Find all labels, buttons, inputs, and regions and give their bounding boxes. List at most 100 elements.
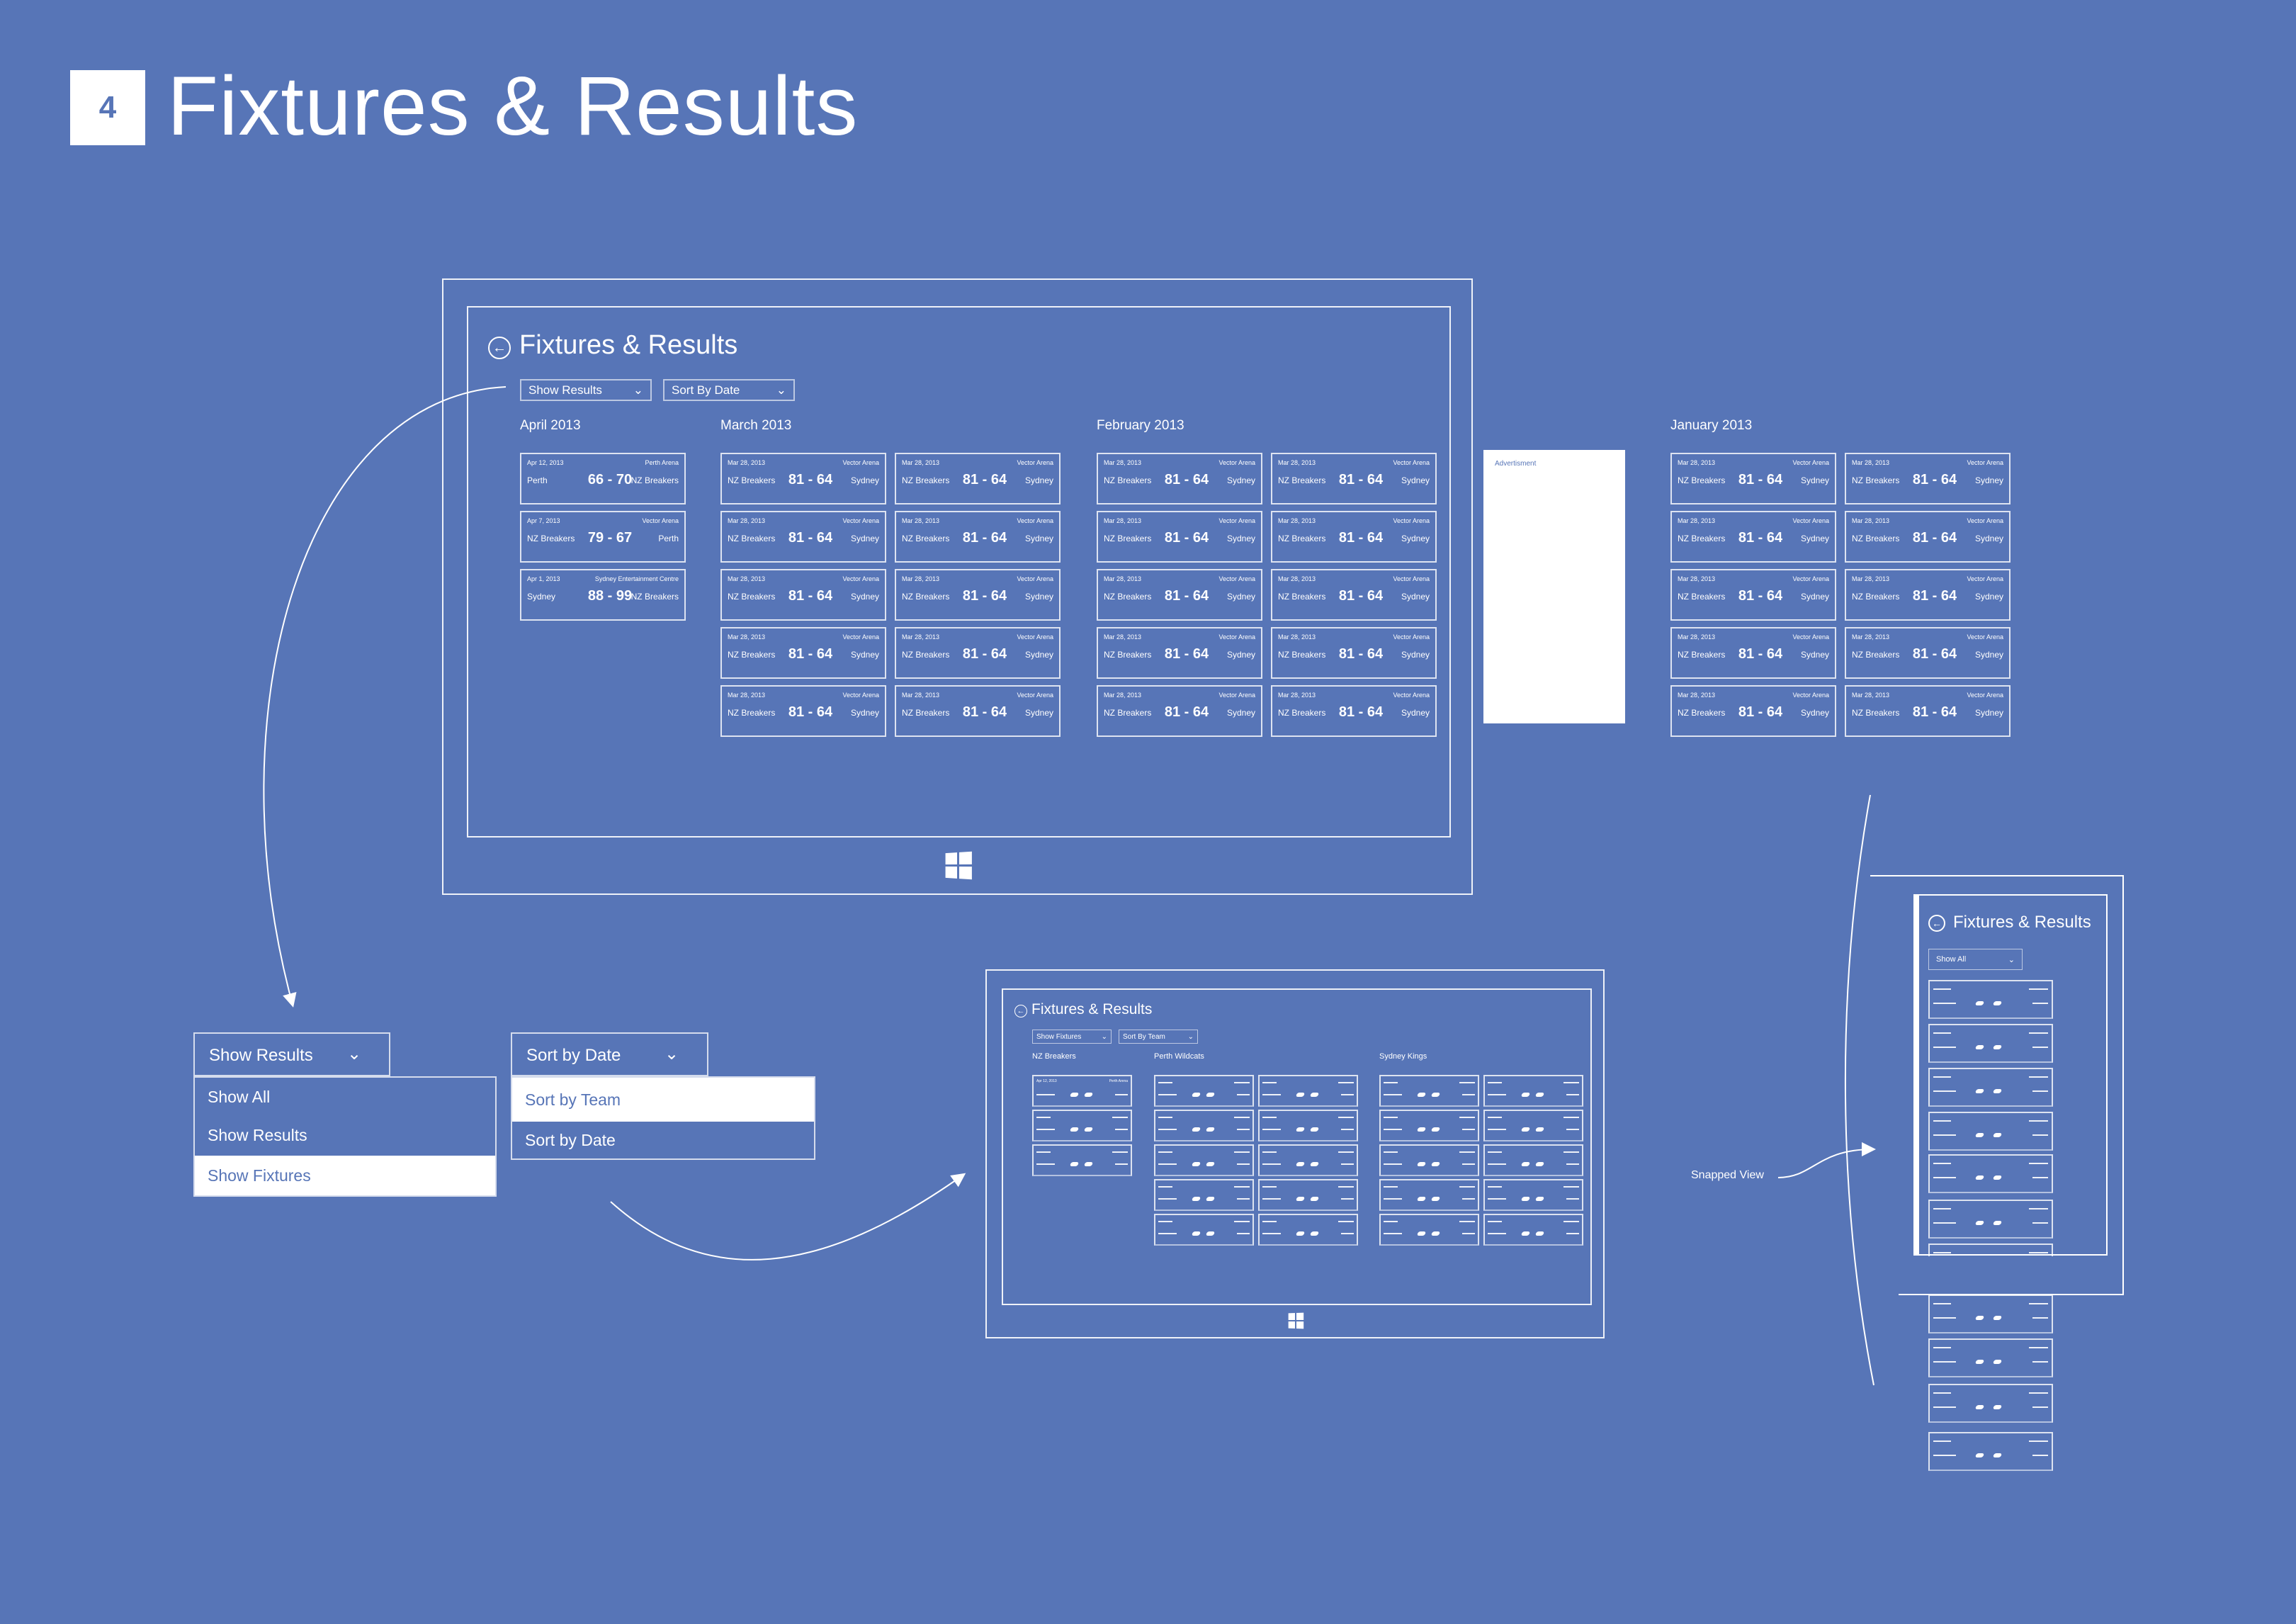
card-away-team: Sydney bbox=[1024, 708, 1053, 718]
fixture-card-mini[interactable] bbox=[1928, 1200, 2053, 1239]
fixture-card-mini[interactable] bbox=[1928, 1295, 2053, 1333]
fixture-card-mini[interactable] bbox=[1379, 1144, 1479, 1176]
back-arrow-circle-icon[interactable]: ← bbox=[488, 337, 511, 359]
card-date: Mar 28, 2013 bbox=[1104, 633, 1142, 641]
menu-item-sort-by-date[interactable]: Sort by Date bbox=[525, 1130, 616, 1149]
sort-dropdown[interactable]: Sort By Date ⌄ bbox=[663, 379, 795, 401]
fixture-card[interactable]: Mar 28, 2013 Vector Arena NZ Breakers 81 - … bbox=[895, 569, 1061, 621]
fixture-card-mini[interactable] bbox=[1483, 1075, 1583, 1107]
fixture-card-mini[interactable] bbox=[1258, 1144, 1358, 1176]
fixture-card[interactable]: Mar 28, 2013 Vector Arena NZ Breakers 81 - … bbox=[1670, 685, 1836, 737]
fixture-card-mini[interactable] bbox=[1154, 1214, 1254, 1246]
fixture-card-mini[interactable] bbox=[1154, 1144, 1254, 1176]
fixture-card-mini[interactable] bbox=[1483, 1179, 1583, 1211]
fixture-card[interactable]: Mar 28, 2013 Vector Arena NZ Breakers 81 - … bbox=[1670, 569, 1836, 621]
sort-dropdown-open[interactable]: Sort by Date ⌄ bbox=[511, 1032, 708, 1076]
filter-dropdown[interactable]: Show Fixtures ⌄ bbox=[1032, 1030, 1112, 1044]
fixture-card[interactable]: Mar 28, 2013 Vector Arena NZ Breakers 81 - … bbox=[720, 685, 886, 737]
fixture-card[interactable]: Mar 28, 2013 Vector Arena NZ Breakers 81 - … bbox=[1271, 627, 1437, 679]
placeholder-venue bbox=[1234, 1151, 1250, 1153]
menu-item-sort-by-team[interactable]: Sort by Team bbox=[512, 1078, 814, 1122]
filter-dropdown[interactable]: Show All ⌄ bbox=[1928, 949, 2023, 970]
fixture-card[interactable]: Apr 1, 2013 Sydney Entertainment Centre Sy… bbox=[520, 569, 686, 621]
fixture-card[interactable]: Mar 28, 2013 Vector Arena NZ Breakers 81 - … bbox=[1271, 685, 1437, 737]
fixture-card-mini[interactable] bbox=[1258, 1075, 1358, 1107]
fixture-card-mini[interactable]: Apr 12, 2013 Perth Arena bbox=[1032, 1075, 1132, 1107]
fixture-card[interactable]: Mar 28, 2013 Vector Arena NZ Breakers 81 - … bbox=[720, 453, 886, 504]
fixture-card-mini[interactable] bbox=[1258, 1179, 1358, 1211]
fixture-card[interactable]: Mar 28, 2013 Vector Arena NZ Breakers 81 - … bbox=[1845, 685, 2011, 737]
fixture-card[interactable]: Apr 12, 2013 Perth Arena Perth 66 - 70 NZ Br… bbox=[520, 453, 686, 504]
card-home-team: NZ Breakers bbox=[1104, 708, 1152, 718]
menu-item-show-fixtures[interactable]: Show Fixtures bbox=[195, 1156, 495, 1195]
fixture-card[interactable]: Mar 28, 2013 Vector Arena NZ Breakers 81 - … bbox=[1670, 627, 1836, 679]
card-date: Apr 7, 2013 bbox=[527, 517, 560, 524]
card-home-team: NZ Breakers bbox=[1678, 708, 1726, 718]
placeholder-score bbox=[1296, 1161, 1306, 1166]
fixture-card[interactable]: Mar 28, 2013 Vector Arena NZ Breakers 81 - … bbox=[1271, 453, 1437, 504]
fixture-card-mini[interactable] bbox=[1928, 1024, 2053, 1063]
fixture-card[interactable]: Mar 28, 2013 Vector Arena NZ Breakers 81 - … bbox=[720, 511, 886, 563]
fixture-card[interactable]: Mar 28, 2013 Vector Arena NZ Breakers 81 - … bbox=[1271, 511, 1437, 563]
placeholder-score bbox=[1205, 1161, 1215, 1166]
placeholder-score bbox=[1430, 1161, 1440, 1166]
card-away-team: Sydney bbox=[1226, 475, 1255, 485]
fixture-card-mini[interactable] bbox=[1928, 1068, 2053, 1107]
fixture-card-mini[interactable] bbox=[1928, 1384, 2053, 1423]
fixture-card[interactable]: Mar 28, 2013 Vector Arena NZ Breakers 81 - … bbox=[1845, 569, 2011, 621]
fixture-card[interactable]: Mar 28, 2013 Vector Arena NZ Breakers 81 - … bbox=[1097, 627, 1262, 679]
fixture-card-mini[interactable] bbox=[1379, 1179, 1479, 1211]
fixture-card-mini[interactable] bbox=[1032, 1110, 1132, 1141]
card-date: Apr 12, 2013 bbox=[527, 459, 564, 466]
menu-item-show-results[interactable]: Show Results bbox=[208, 1125, 307, 1144]
fixture-card[interactable]: Mar 28, 2013 Vector Arena NZ Breakers 81 - … bbox=[1845, 627, 2011, 679]
fixture-card[interactable]: Mar 28, 2013 Vector Arena NZ Breakers 81 - … bbox=[1845, 453, 2011, 504]
windows-logo-icon[interactable] bbox=[1288, 1312, 1304, 1329]
fixture-card-mini[interactable] bbox=[1928, 1432, 2053, 1471]
fixture-card-mini[interactable] bbox=[1032, 1144, 1132, 1176]
fixture-card-mini[interactable] bbox=[1928, 980, 2053, 1019]
advertisement-panel[interactable]: Advertisment bbox=[1483, 450, 1625, 723]
fixture-card-mini[interactable] bbox=[1154, 1075, 1254, 1107]
fixture-card-mini[interactable] bbox=[1379, 1075, 1479, 1107]
fixture-card[interactable]: Mar 28, 2013 Vector Arena NZ Breakers 81 - … bbox=[895, 627, 1061, 679]
fixture-card[interactable]: Apr 7, 2013 Vector Arena NZ Breakers 79 - 6… bbox=[520, 511, 686, 563]
fixture-card-mini[interactable] bbox=[1258, 1214, 1358, 1246]
fixture-card-mini[interactable] bbox=[1154, 1110, 1254, 1141]
fixture-card[interactable]: Mar 28, 2013 Vector Arena NZ Breakers 81 - … bbox=[1845, 511, 2011, 563]
placeholder-score bbox=[1521, 1127, 1531, 1132]
fixture-card-mini[interactable] bbox=[1483, 1144, 1583, 1176]
fixture-card-mini[interactable] bbox=[1483, 1214, 1583, 1246]
filter-dropdown[interactable]: Show Results ⌄ bbox=[520, 379, 652, 401]
placeholder-home-team bbox=[1488, 1163, 1506, 1165]
fixture-card[interactable]: Mar 28, 2013 Vector Arena NZ Breakers 81 - … bbox=[720, 627, 886, 679]
fixture-card-mini[interactable] bbox=[1154, 1179, 1254, 1211]
sort-dropdown[interactable]: Sort By Team ⌄ bbox=[1119, 1030, 1198, 1044]
fixture-card[interactable]: Mar 28, 2013 Vector Arena NZ Breakers 81 - … bbox=[895, 511, 1061, 563]
fixture-card-mini[interactable] bbox=[1258, 1110, 1358, 1141]
fixture-card[interactable]: Mar 28, 2013 Vector Arena NZ Breakers 81 - … bbox=[1097, 511, 1262, 563]
fixture-card-mini[interactable] bbox=[1928, 1338, 2053, 1377]
windows-logo-icon[interactable] bbox=[945, 851, 972, 880]
back-arrow-circle-icon[interactable]: ← bbox=[1014, 1005, 1027, 1017]
placeholder-home-team bbox=[1158, 1093, 1177, 1095]
fixture-card[interactable]: Mar 28, 2013 Vector Arena NZ Breakers 81 - … bbox=[1271, 569, 1437, 621]
fixture-card[interactable]: Mar 28, 2013 Vector Arena NZ Breakers 81 - … bbox=[1670, 453, 1836, 504]
fixture-card-mini[interactable] bbox=[1928, 1112, 2053, 1151]
fixture-card[interactable]: Mar 28, 2013 Vector Arena NZ Breakers 81 - … bbox=[1097, 569, 1262, 621]
fixture-card[interactable]: Mar 28, 2013 Vector Arena NZ Breakers 81 - … bbox=[1097, 685, 1262, 737]
fixture-card-mini[interactable] bbox=[1928, 1154, 2053, 1193]
fixture-card-mini[interactable] bbox=[1379, 1214, 1479, 1246]
fixture-card[interactable]: Mar 28, 2013 Vector Arena NZ Breakers 81 - … bbox=[720, 569, 886, 621]
fixture-card-mini[interactable] bbox=[1483, 1110, 1583, 1141]
card-home-team: NZ Breakers bbox=[1852, 475, 1900, 485]
back-arrow-circle-icon[interactable]: ← bbox=[1928, 915, 1945, 932]
fixture-card[interactable]: Mar 28, 2013 Vector Arena NZ Breakers 81 - … bbox=[895, 685, 1061, 737]
fixture-card[interactable]: Mar 28, 2013 Vector Arena NZ Breakers 81 - … bbox=[1670, 511, 1836, 563]
fixture-card[interactable]: Mar 28, 2013 Vector Arena NZ Breakers 81 - … bbox=[895, 453, 1061, 504]
fixture-card[interactable]: Mar 28, 2013 Vector Arena NZ Breakers 81 - … bbox=[1097, 453, 1262, 504]
placeholder-date bbox=[1488, 1117, 1502, 1118]
fixture-card-mini[interactable] bbox=[1379, 1110, 1479, 1141]
menu-item-show-all[interactable]: Show All bbox=[208, 1087, 271, 1106]
filter-dropdown-open[interactable]: Show Results ⌄ bbox=[193, 1032, 390, 1076]
